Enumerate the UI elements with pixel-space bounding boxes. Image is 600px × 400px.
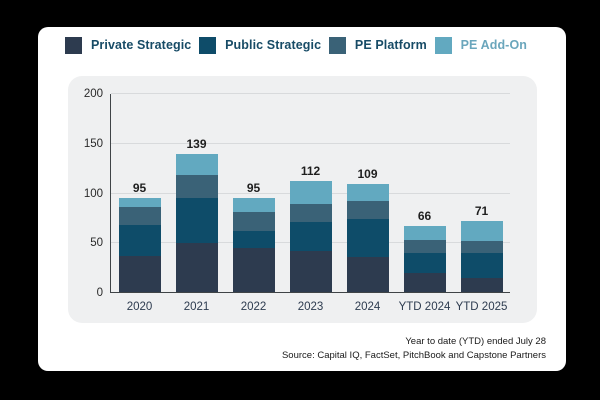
bar-segment-private-strategic xyxy=(289,251,332,292)
bar-segment-pe-add-on xyxy=(232,197,275,213)
bar-segment-pe-add-on xyxy=(175,153,218,175)
chart-card: Private Strategic Public Strategic PE Plat… xyxy=(38,27,566,371)
bar-segment-public-strategic xyxy=(403,253,446,274)
bar-segment-pe-add-on xyxy=(346,183,389,202)
bar-total-label: 112 xyxy=(300,163,321,178)
x-axis-label-2023: 2023 xyxy=(297,301,324,313)
bar-segment-pe-platform xyxy=(289,204,332,223)
footnote-source: Source: Capital IQ, FactSet, PitchBook a… xyxy=(281,349,546,361)
bar-segment-pe-platform xyxy=(460,241,503,254)
legend-item-pe-platform: PE Platform xyxy=(328,36,427,54)
bar-segment-private-strategic xyxy=(460,278,503,292)
bar-group-2021: 139 2021 xyxy=(175,137,218,313)
x-axis-label-2022: 2022 xyxy=(240,301,267,313)
bar-group-2022: 95 2022 xyxy=(232,181,275,313)
x-axis-label-ytd-2025: YTD 2025 xyxy=(455,301,508,313)
bar-segment-private-strategic xyxy=(118,256,161,292)
bar-segment-pe-platform xyxy=(346,201,389,220)
bar-total-label: 71 xyxy=(474,204,489,219)
chart-panel: 95 2020 139 2021 95 2022 112 2023 109 2024 66 YTD 2… xyxy=(68,76,537,323)
bar-segment-pe-platform xyxy=(232,212,275,232)
footnote: Year to date (YTD) ended July 28 Source:… xyxy=(282,335,546,364)
y-axis-tick-100: 100 xyxy=(83,187,103,200)
legend-item-label: PE Add-On xyxy=(460,38,527,52)
bar-total-label: 66 xyxy=(417,209,432,224)
legend-swatch-icon xyxy=(65,36,82,54)
bars-container: 95 2020 139 2021 95 2022 112 2023 109 2024 66 YTD 2… xyxy=(111,94,510,313)
plot-area: 95 2020 139 2021 95 2022 112 2023 109 2024 66 YTD 2… xyxy=(84,88,510,313)
legend-swatch-icon xyxy=(328,36,346,54)
bar-segment-public-strategic xyxy=(118,225,161,257)
y-axis-tick-0: 0 xyxy=(96,287,103,299)
chart-legend: Private Strategic Public Strategic PE Plat… xyxy=(65,35,527,55)
legend-item-pe-add-on: PE Add-On xyxy=(434,36,527,54)
bar-group-2020: 95 2020 xyxy=(118,181,161,313)
bar-segment-private-strategic xyxy=(175,243,218,292)
legend-item-public-strategic: Public Strategic xyxy=(199,36,322,54)
bar-segment-pe-add-on xyxy=(118,197,161,208)
bar-segment-pe-add-on xyxy=(403,226,446,241)
bar-total-label: 95 xyxy=(132,180,147,195)
bar-segment-private-strategic xyxy=(232,248,275,292)
gridline-150 xyxy=(111,142,510,144)
bar-total-label: 109 xyxy=(357,166,378,181)
x-axis-label-2020: 2020 xyxy=(126,301,153,313)
bar-segment-private-strategic xyxy=(403,273,446,292)
bar-segment-pe-add-on xyxy=(460,221,503,242)
legend-swatch-icon xyxy=(434,36,452,54)
bar-segment-public-strategic xyxy=(289,222,332,252)
bar-total-label: 139 xyxy=(186,136,207,151)
bar-segment-pe-platform xyxy=(118,207,161,226)
footnote-ytd: Year to date (YTD) ended July 28 xyxy=(405,335,546,347)
legend-item-label: PE Platform xyxy=(354,38,427,52)
bar-segment-pe-add-on xyxy=(289,180,332,205)
bar-total-label: 95 xyxy=(246,180,261,195)
x-axis-label-ytd-2024: YTD 2024 xyxy=(398,301,451,313)
x-axis-label-2024: 2024 xyxy=(354,301,381,313)
y-axis-tick-150: 150 xyxy=(83,137,103,150)
bar-segment-public-strategic xyxy=(460,253,503,279)
y-axis-tick-200: 200 xyxy=(83,88,103,100)
bar-segment-private-strategic xyxy=(346,257,389,292)
bar-segment-public-strategic xyxy=(175,198,218,244)
legend-item-private-strategic: Private Strategic xyxy=(65,36,192,54)
x-axis-label-2021: 2021 xyxy=(183,301,210,313)
bar-segment-public-strategic xyxy=(346,219,389,258)
bar-group-ytd-2025: 71 YTD 2025 xyxy=(456,204,508,313)
bar-group-2023: 112 2023 xyxy=(289,164,332,313)
y-axis-tick-50: 50 xyxy=(90,237,103,250)
bar-segment-pe-platform xyxy=(403,240,446,254)
bar-group-2024: 109 2024 xyxy=(346,167,389,313)
legend-swatch-icon xyxy=(199,36,217,54)
legend-item-label: Private Strategic xyxy=(91,38,192,52)
bar-segment-public-strategic xyxy=(232,231,275,249)
legend-item-label: Public Strategic xyxy=(225,38,322,52)
bar-segment-pe-platform xyxy=(175,174,218,199)
gridline-200 xyxy=(111,93,510,94)
bar-group-ytd-2024: 66 YTD 2024 xyxy=(399,209,451,313)
